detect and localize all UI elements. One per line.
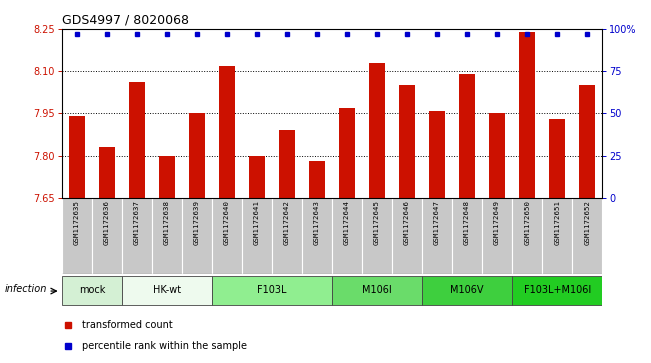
- Bar: [339, 108, 355, 198]
- Text: GSM1172643: GSM1172643: [314, 200, 320, 245]
- Bar: [92, 198, 122, 274]
- Bar: [62, 276, 122, 305]
- Text: GSM1172638: GSM1172638: [164, 200, 170, 245]
- Bar: [332, 276, 422, 305]
- Bar: [182, 198, 212, 274]
- Text: GSM1172647: GSM1172647: [434, 200, 440, 245]
- Bar: [129, 82, 145, 198]
- Bar: [422, 198, 452, 274]
- Bar: [242, 198, 272, 274]
- Text: GSM1172637: GSM1172637: [134, 200, 140, 245]
- Bar: [189, 114, 205, 198]
- Bar: [512, 198, 542, 274]
- Bar: [302, 198, 332, 274]
- Text: F103L: F103L: [257, 285, 286, 295]
- Text: F103L+M106I: F103L+M106I: [523, 285, 590, 295]
- Text: mock: mock: [79, 285, 105, 295]
- Bar: [362, 198, 392, 274]
- Bar: [309, 161, 326, 198]
- Bar: [512, 276, 602, 305]
- Bar: [399, 85, 415, 198]
- Bar: [572, 198, 602, 274]
- Bar: [392, 198, 422, 274]
- Bar: [482, 198, 512, 274]
- Text: GSM1172639: GSM1172639: [194, 200, 200, 245]
- Text: M106V: M106V: [450, 285, 484, 295]
- Bar: [122, 198, 152, 274]
- Bar: [459, 74, 475, 198]
- Bar: [98, 147, 115, 198]
- Bar: [519, 32, 535, 198]
- Bar: [212, 276, 332, 305]
- Bar: [152, 198, 182, 274]
- Bar: [489, 114, 505, 198]
- Text: GSM1172640: GSM1172640: [224, 200, 230, 245]
- Bar: [422, 276, 512, 305]
- Bar: [452, 198, 482, 274]
- Bar: [249, 156, 265, 198]
- Bar: [579, 85, 596, 198]
- Bar: [542, 198, 572, 274]
- Text: HK-wt: HK-wt: [153, 285, 181, 295]
- Bar: [279, 130, 296, 198]
- Text: GSM1172650: GSM1172650: [524, 200, 530, 245]
- Text: GSM1172649: GSM1172649: [494, 200, 500, 245]
- Text: infection: infection: [5, 284, 48, 294]
- Bar: [159, 156, 175, 198]
- Bar: [68, 116, 85, 198]
- Bar: [368, 63, 385, 198]
- Bar: [212, 198, 242, 274]
- Text: GSM1172648: GSM1172648: [464, 200, 470, 245]
- Bar: [332, 198, 362, 274]
- Text: GSM1172651: GSM1172651: [554, 200, 560, 245]
- Text: GSM1172636: GSM1172636: [104, 200, 110, 245]
- Text: GSM1172645: GSM1172645: [374, 200, 380, 245]
- Bar: [62, 198, 92, 274]
- Text: GSM1172635: GSM1172635: [74, 200, 80, 245]
- Text: GSM1172646: GSM1172646: [404, 200, 410, 245]
- Bar: [549, 119, 566, 198]
- Text: GSM1172641: GSM1172641: [254, 200, 260, 245]
- Text: percentile rank within the sample: percentile rank within the sample: [83, 341, 247, 351]
- Text: GSM1172644: GSM1172644: [344, 200, 350, 245]
- Bar: [272, 198, 302, 274]
- Bar: [219, 66, 235, 198]
- Bar: [122, 276, 212, 305]
- Text: GSM1172642: GSM1172642: [284, 200, 290, 245]
- Text: M106I: M106I: [362, 285, 392, 295]
- Text: GSM1172652: GSM1172652: [584, 200, 590, 245]
- Text: transformed count: transformed count: [83, 321, 173, 330]
- Bar: [429, 111, 445, 198]
- Text: GDS4997 / 8020068: GDS4997 / 8020068: [62, 13, 189, 26]
